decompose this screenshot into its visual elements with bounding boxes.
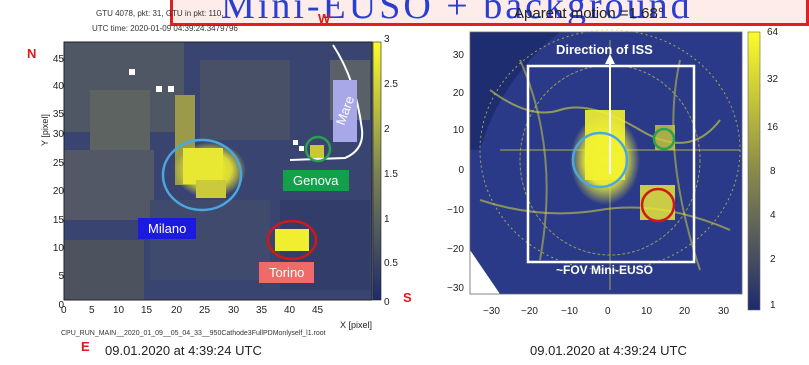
milano-circle (161, 138, 243, 212)
right-heatmap (469, 29, 743, 295)
right-x-tick: −10 (561, 306, 578, 317)
right-colorbar-tick: 8 (770, 166, 776, 177)
right-y-tick: −30 (447, 283, 464, 294)
left-colorbar-tick: 3 (384, 34, 390, 45)
genova-circle-right (652, 127, 676, 151)
left-y-tick: 45 (52, 54, 64, 65)
left-y-tick: 30 (52, 129, 64, 140)
right-colorbar-tick: 64 (767, 27, 779, 38)
right-y-tick: 20 (452, 88, 464, 99)
right-y-tick: −20 (447, 244, 464, 255)
left-filename: CPU_RUN_MAIN__2020_01_09__05_04_33__950C… (61, 330, 326, 337)
banner-title: Mini-EUSO + background (221, 0, 693, 26)
left-y-tick: 35 (52, 109, 64, 120)
left-y-tick: 0 (58, 300, 64, 311)
left-colorbar-tick: 1 (384, 214, 390, 225)
left-timestamp: 09.01.2020 at 4:39:24 UTC (105, 343, 262, 358)
right-colorbar-tick: 16 (767, 122, 779, 133)
title-banner: Mini-EUSO + background Aparent motion =1… (170, 0, 809, 26)
torino-label: Torino (259, 262, 315, 283)
left-y-tick: 20 (52, 186, 64, 197)
left-x-tick: 15 (141, 305, 153, 316)
torino-circle-right (640, 187, 676, 223)
left-x-tick: 45 (312, 305, 324, 316)
compass-east: E (81, 339, 90, 354)
left-y-tick: 5 (58, 271, 64, 282)
right-y-tick: −10 (447, 205, 464, 216)
left-x-tick: 10 (113, 305, 125, 316)
left-x-tick: 5 (89, 305, 95, 316)
left-colorbar-tick: 2 (384, 124, 390, 135)
torino-circle (266, 219, 318, 261)
left-x-tick: 35 (256, 305, 268, 316)
left-y-tick: 40 (52, 81, 64, 92)
left-header-line1: GTU 4078, pkt: 31, GTU in pkt: 110, (96, 9, 224, 18)
left-x-tick: 30 (228, 305, 240, 316)
right-y-tick: 10 (452, 125, 464, 136)
right-colorbar-tick: 32 (767, 74, 779, 85)
direction-of-iss-label: Direction of ISS (556, 42, 653, 57)
right-x-tick: −20 (521, 306, 538, 317)
left-x-tick: 40 (284, 305, 296, 316)
left-colorbar-tick: 0 (384, 297, 390, 308)
compass-south: S (403, 290, 412, 305)
right-x-tick: 0 (605, 306, 611, 317)
right-x-tick: 20 (679, 306, 691, 317)
left-x-tick: 0 (61, 305, 67, 316)
compass-west: W (318, 11, 331, 26)
left-colorbar-tick: 2.5 (384, 79, 398, 90)
left-y-tick: 15 (52, 215, 64, 226)
right-timestamp: 09.01.2020 at 4:39:24 UTC (530, 343, 687, 358)
left-colorbar-tick: 1.5 (384, 169, 398, 180)
genova-circle (304, 135, 332, 163)
right-x-tick: 30 (718, 306, 730, 317)
right-colorbar (747, 31, 761, 311)
left-header-line2: UTC time: 2020-01-09 04:39:24.3479796 (92, 24, 238, 33)
genova-label: Genova (283, 170, 349, 191)
right-colorbar-tick: 1 (770, 300, 776, 311)
left-colorbar-tick: 0.5 (384, 258, 398, 269)
fov-mini-euso-label: ~FOV Mini-EUSO (556, 263, 654, 277)
right-colorbar-tick: 2 (770, 254, 776, 265)
left-y-tick: 10 (52, 243, 64, 254)
right-colorbar-tick: 4 (770, 210, 776, 221)
right-y-tick: 30 (452, 50, 464, 61)
mare-label-box: Mare (333, 80, 357, 142)
left-colorbar (372, 41, 382, 301)
right-x-tick: 10 (641, 306, 653, 317)
right-x-tick: −30 (483, 306, 500, 317)
apparent-motion-label: Aparent motion =1.68° (514, 5, 664, 22)
compass-north: N (27, 46, 37, 61)
left-x-axis-label: X [pixel] (340, 320, 373, 330)
milano-circle-right (571, 131, 629, 189)
left-x-tick: 25 (199, 305, 211, 316)
left-x-tick: 20 (171, 305, 183, 316)
left-y-tick: 25 (52, 158, 64, 169)
right-y-tick: 0 (458, 165, 464, 176)
milano-label: Milano (138, 218, 197, 239)
